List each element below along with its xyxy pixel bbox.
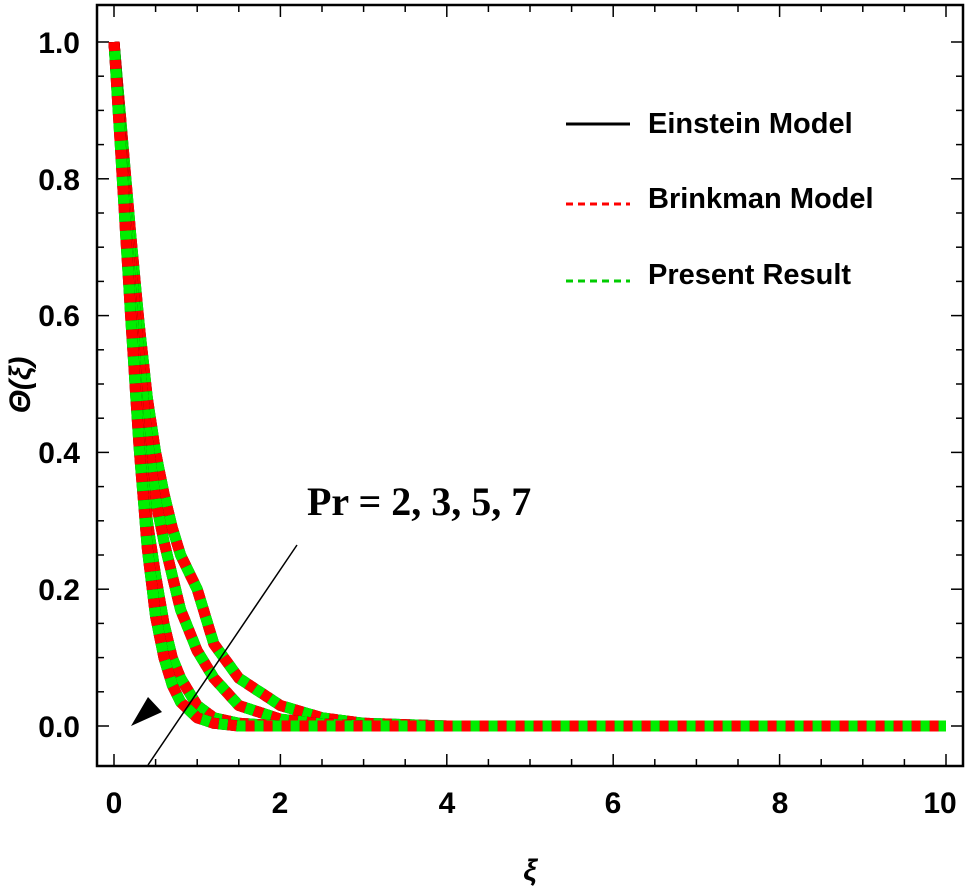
- legend-label-brinkman: Brinkman Model: [648, 183, 874, 215]
- legend-label-einstein: Einstein Model: [648, 108, 853, 140]
- y-tick-label: 0.8: [38, 164, 80, 197]
- y-tick-labels: 0.0 0.2 0.4 0.6 0.8 1.0: [38, 27, 80, 744]
- curve-pr5: [108, 41, 950, 732]
- curve-pr3: [108, 41, 950, 732]
- x-tick-label: 8: [772, 787, 789, 820]
- curve-pr2: [108, 41, 950, 732]
- x-tick-label: 2: [272, 787, 289, 820]
- x-tick-labels: 0 2 4 6 8 10: [106, 787, 957, 820]
- curve-pr3: [108, 41, 950, 732]
- y-axis-label: Θ(ξ): [4, 357, 37, 414]
- curve-pr5: [108, 41, 950, 732]
- x-tick-label: 4: [439, 787, 456, 820]
- legend-label-present: Present Result: [648, 259, 851, 291]
- curve-pr7: [108, 41, 950, 732]
- curve-pr2: [108, 41, 950, 732]
- annotation-text: Pr = 2, 3, 5, 7: [307, 479, 531, 524]
- y-tick-label: 0.4: [38, 437, 80, 470]
- plot-curves: [108, 41, 950, 732]
- legend: Einstein Model Brinkman Model Present Re…: [566, 108, 874, 291]
- x-axis-label: ξ: [523, 854, 538, 887]
- y-tick-label: 1.0: [38, 27, 80, 60]
- y-tick-label: 0.2: [38, 574, 80, 607]
- y-tick-label: 0.0: [38, 711, 80, 744]
- y-tick-label: 0.6: [38, 300, 80, 333]
- arrow-head-icon: [131, 697, 162, 726]
- curve-pr5: [108, 41, 950, 732]
- annotation-arrow-line: [147, 544, 298, 766]
- curve-pr7: [108, 41, 950, 732]
- curve-pr7: [108, 41, 950, 732]
- pr-annotation: Pr = 2, 3, 5, 7: [131, 479, 531, 766]
- curve-pr2: [108, 41, 950, 732]
- x-tick-label: 0: [106, 787, 123, 820]
- axis-ticks: [97, 5, 963, 766]
- x-tick-label: 10: [923, 787, 956, 820]
- x-tick-label: 6: [605, 787, 622, 820]
- curve-pr3: [108, 41, 950, 732]
